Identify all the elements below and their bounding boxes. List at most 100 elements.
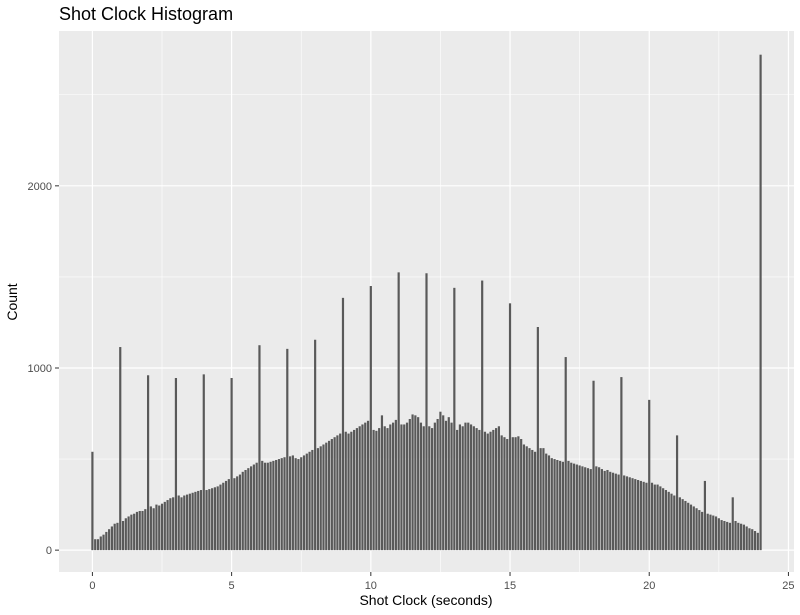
histogram-bar	[611, 472, 615, 551]
histogram-bar	[442, 415, 445, 551]
histogram-bar	[706, 513, 709, 551]
histogram-bar	[656, 484, 659, 551]
histogram-bar	[327, 440, 331, 551]
histogram-bar	[325, 442, 328, 551]
histogram-bar	[222, 482, 225, 551]
histogram-bar	[366, 420, 370, 551]
histogram-bar	[141, 510, 144, 551]
histogram-bar	[520, 439, 523, 551]
histogram-bar	[275, 459, 278, 551]
histogram-bar	[319, 446, 322, 551]
histogram-bar	[180, 497, 183, 551]
histogram-bar	[302, 455, 306, 551]
histogram-bar	[389, 424, 392, 551]
histogram-bar	[266, 462, 269, 551]
histogram-bar	[486, 433, 489, 551]
histogram-bar	[598, 467, 601, 551]
histogram-bar	[720, 520, 723, 551]
histogram-bar	[667, 491, 670, 551]
histogram-bar	[355, 428, 358, 551]
histogram-bar	[428, 426, 431, 551]
histogram-bar	[550, 458, 553, 551]
histogram-bar	[166, 500, 169, 551]
x-axis-title: Shot Clock (seconds)	[359, 592, 492, 608]
histogram-bar	[759, 54, 762, 551]
histogram-bar	[684, 500, 687, 551]
histogram-bar	[687, 502, 690, 551]
histogram-bar	[556, 459, 559, 551]
histogram-bar	[728, 522, 732, 551]
histogram-bar	[314, 339, 317, 551]
histogram-bar	[353, 429, 356, 551]
histogram-bar	[330, 439, 333, 551]
histogram-bar	[495, 428, 498, 551]
histogram-bar	[177, 495, 180, 551]
histogram-bar	[748, 528, 751, 551]
histogram-bar	[121, 520, 125, 551]
histogram-bar	[614, 473, 617, 551]
histogram-bar	[224, 480, 228, 551]
histogram-bar	[400, 424, 403, 551]
histogram-bar	[344, 431, 347, 551]
histogram-bar	[305, 453, 308, 551]
histogram-bar	[216, 486, 219, 551]
histogram-bar	[439, 411, 442, 551]
histogram-bar	[603, 470, 606, 551]
histogram-bar	[414, 415, 417, 551]
histogram-bar	[172, 497, 175, 551]
histogram-bar	[514, 437, 517, 551]
histogram-bar	[659, 486, 662, 551]
histogram-bar	[664, 490, 668, 551]
histogram-bar	[255, 462, 258, 551]
histogram-bar	[433, 422, 436, 551]
histogram-bar	[545, 453, 548, 551]
histogram-bar	[595, 466, 598, 551]
histogram-bar	[386, 428, 389, 551]
histogram-bar	[506, 439, 509, 551]
histogram-bar	[311, 449, 314, 551]
histogram-bar	[567, 460, 570, 551]
histogram-bar	[575, 464, 578, 551]
histogram-bar	[375, 430, 378, 551]
histogram-bar	[639, 480, 642, 551]
histogram-bar	[163, 501, 166, 551]
histogram-bar	[717, 518, 720, 551]
histogram-bar	[272, 460, 275, 551]
histogram-bar	[336, 435, 339, 551]
histogram-bar	[623, 475, 626, 551]
histogram-bar	[586, 468, 590, 551]
y-axis: 0 1000 2000	[28, 181, 59, 557]
histogram-bar	[625, 476, 629, 551]
histogram-bar	[197, 490, 200, 551]
histogram-bar	[277, 459, 281, 551]
histogram-bar	[742, 524, 745, 551]
histogram-bar	[681, 499, 684, 551]
histogram-bar	[475, 428, 478, 551]
histogram-bar	[636, 480, 640, 551]
histogram-bar	[113, 523, 116, 551]
x-tick-label: 10	[365, 580, 377, 592]
histogram-bar	[146, 375, 150, 551]
histogram-bar	[286, 348, 289, 551]
histogram-bar	[241, 471, 244, 551]
histogram-bar	[247, 468, 250, 551]
histogram-bar	[233, 478, 236, 551]
histogram-bar	[108, 529, 111, 551]
histogram-bar	[756, 532, 759, 551]
histogram-bar	[213, 487, 217, 551]
histogram-bar	[425, 273, 428, 551]
histogram-bar	[238, 474, 242, 551]
histogram-bar	[244, 469, 247, 551]
x-tick-label: 5	[229, 580, 235, 592]
histogram-bar	[481, 280, 484, 551]
histogram-bar	[617, 474, 620, 551]
histogram-bar	[280, 458, 283, 551]
histogram-bar	[539, 448, 542, 551]
histogram-bar	[467, 422, 470, 551]
histogram-bar	[261, 460, 264, 551]
histogram-bar	[606, 469, 609, 551]
histogram-bar	[564, 357, 567, 551]
histogram-bar	[489, 431, 492, 551]
histogram-bar	[149, 506, 152, 551]
histogram-bar	[542, 448, 545, 551]
